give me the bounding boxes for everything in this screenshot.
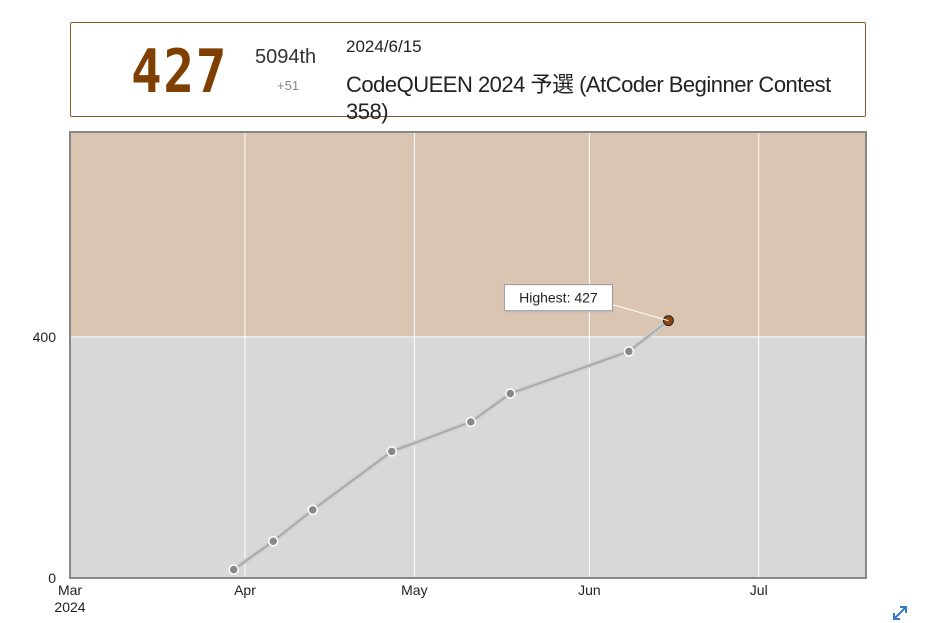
- rating-band: [70, 132, 866, 337]
- highest-tooltip: Highest: 427: [503, 284, 669, 322]
- rating-line-path: [233, 319, 670, 571]
- rating-point: [505, 388, 516, 399]
- y-tick-label: 400: [33, 329, 57, 345]
- contest-name[interactable]: CodeQUEEN 2024 予選 (AtCoder Beginner Cont…: [346, 72, 831, 124]
- rating-band: [70, 336, 866, 578]
- grid-lines: [70, 132, 866, 578]
- rating-line: [232, 318, 670, 572]
- x-tick-label: Jul: [750, 582, 768, 598]
- tooltip-connector: [612, 304, 669, 322]
- rank-text: 5094th: [255, 46, 317, 68]
- rating-diff: +51: [277, 78, 300, 93]
- expand-icon[interactable]: [891, 604, 909, 622]
- tooltip-label: Highest: 427: [519, 290, 598, 306]
- rating-point: [307, 504, 319, 516]
- rating-point: [623, 346, 635, 357]
- x-tick-sublabel: 2024: [54, 599, 85, 615]
- y-tick-label: 0: [48, 570, 56, 586]
- rating-point: [267, 535, 279, 547]
- rating-color-bands: [70, 132, 866, 578]
- x-tick-label: Apr: [234, 582, 256, 598]
- tooltip-box: [503, 284, 613, 312]
- rating-point: [386, 446, 398, 457]
- rating-point: [465, 416, 477, 428]
- rating-points: [228, 315, 674, 575]
- x-tick-label: Jun: [578, 582, 601, 598]
- rating-point: [228, 564, 239, 575]
- x-tick-label: Mar: [58, 582, 82, 598]
- plot-frame: [69, 131, 867, 579]
- rating-value: 427: [131, 37, 229, 107]
- rating-status-box: 427 5094th +51 2024/6/15 CodeQUEEN 2024 …: [70, 22, 866, 124]
- x-tick-label: May: [401, 582, 427, 598]
- contest-date: 2024/6/15: [346, 37, 422, 56]
